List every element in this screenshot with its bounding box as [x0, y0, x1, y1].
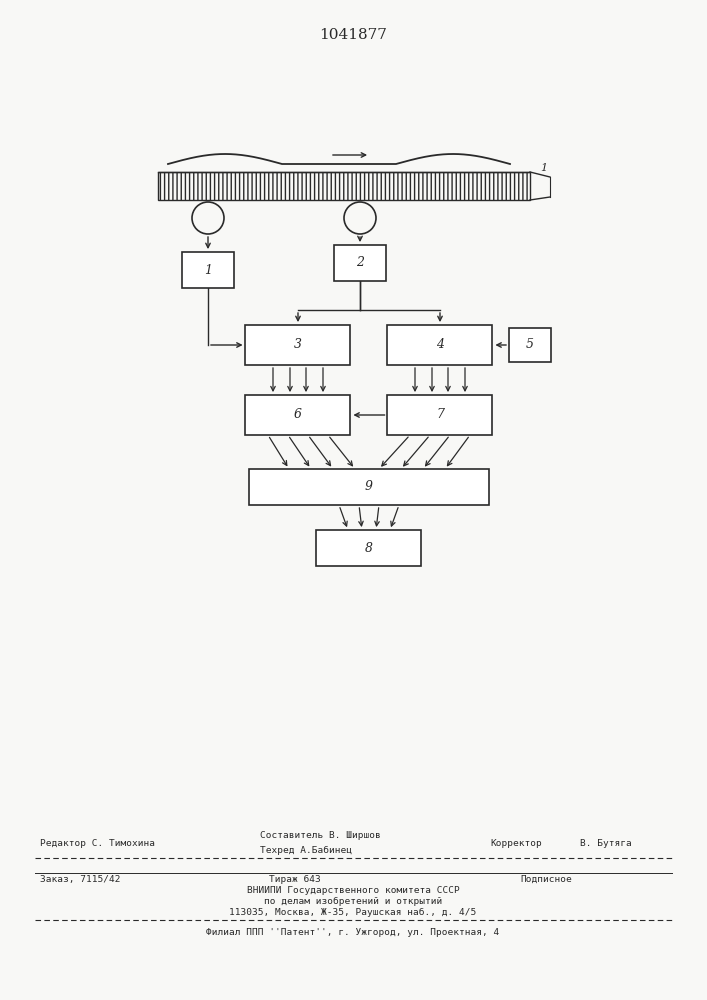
Text: 7: 7: [436, 408, 444, 422]
Text: 2: 2: [356, 256, 364, 269]
Text: Подписное: Подписное: [520, 875, 572, 884]
Bar: [387, 325, 493, 365]
Text: 9: 9: [365, 481, 373, 493]
Text: Корректор: Корректор: [490, 839, 542, 848]
Text: 5: 5: [526, 338, 534, 352]
Text: 1041877: 1041877: [319, 28, 387, 42]
Bar: [158, 172, 530, 200]
Text: по делам изобретений и открытий: по делам изобретений и открытий: [264, 897, 442, 906]
Text: 3: 3: [294, 338, 302, 352]
Bar: [317, 530, 421, 566]
Bar: [182, 252, 234, 288]
Text: 4: 4: [436, 338, 444, 352]
Text: Редактор С. Тимохина: Редактор С. Тимохина: [40, 839, 155, 848]
Text: Филиал ППП ''Патент'', г. Ужгород, ул. Проектная, 4: Филиал ППП ''Патент'', г. Ужгород, ул. П…: [206, 928, 500, 937]
Text: ВНИИПИ Государственного комитета СССР: ВНИИПИ Государственного комитета СССР: [247, 886, 460, 895]
Text: 1: 1: [540, 163, 547, 173]
Bar: [245, 395, 351, 435]
Text: Составитель В. Ширшов: Составитель В. Ширшов: [260, 831, 381, 840]
Text: В. Бутяга: В. Бутяга: [580, 839, 632, 848]
Bar: [509, 328, 551, 362]
Bar: [334, 245, 386, 281]
Text: Тираж 643: Тираж 643: [269, 875, 321, 884]
Text: Техред А.Бабинец: Техред А.Бабинец: [260, 846, 352, 855]
Bar: [249, 469, 489, 505]
Text: 8: 8: [365, 542, 373, 554]
Text: 6: 6: [294, 408, 302, 422]
Text: Заказ, 7115/42: Заказ, 7115/42: [40, 875, 120, 884]
Text: 1: 1: [204, 263, 212, 276]
Bar: [387, 395, 493, 435]
Text: 113035, Москва, Ж-35, Раушская наб., д. 4/5: 113035, Москва, Ж-35, Раушская наб., д. …: [229, 908, 477, 917]
Bar: [245, 325, 351, 365]
